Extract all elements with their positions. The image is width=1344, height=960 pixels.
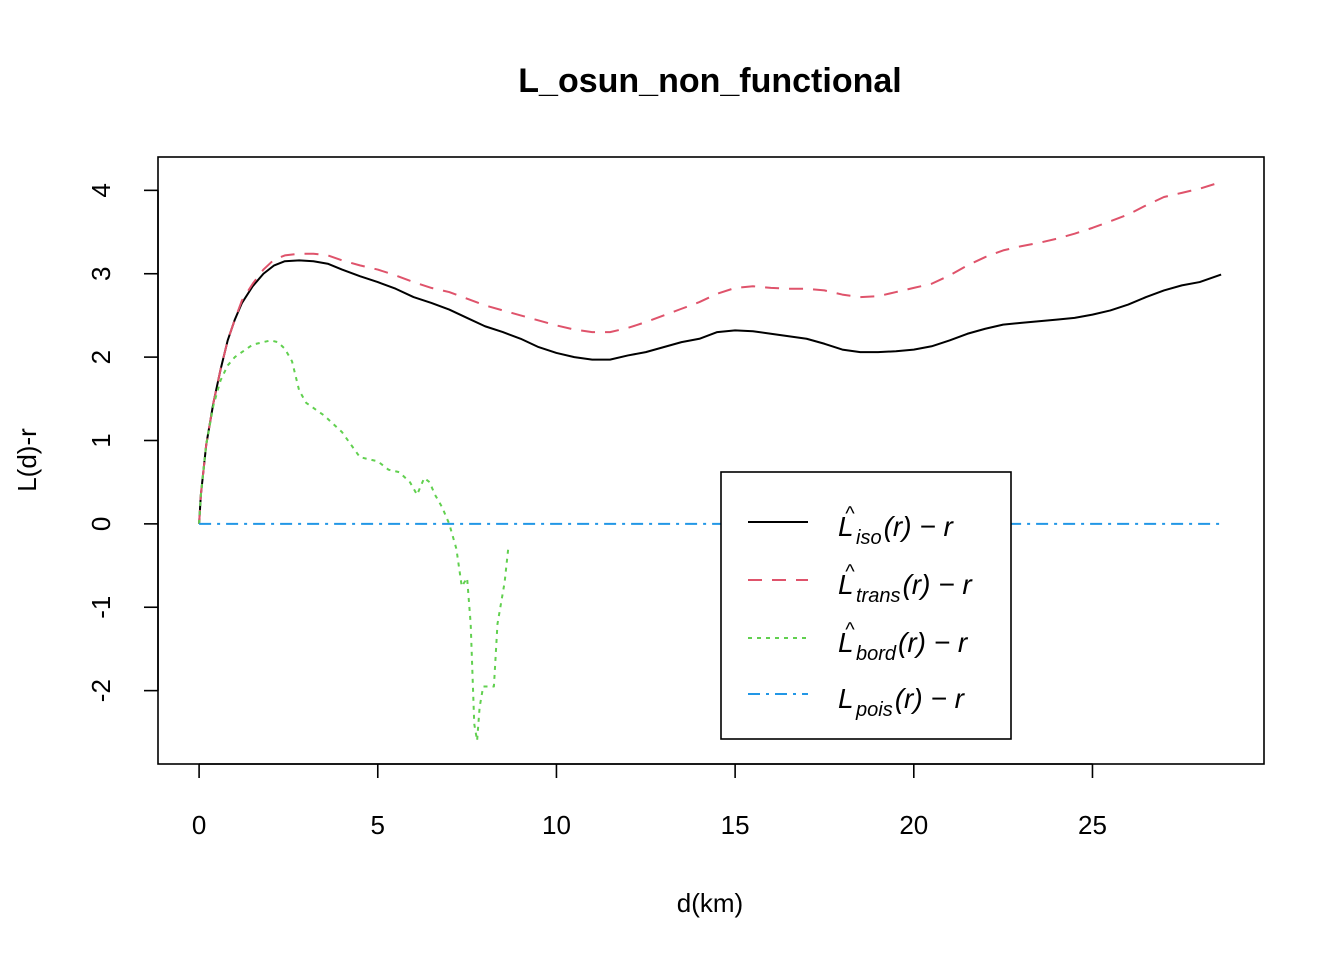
x-axis: 0 5 10 15 20 25 xyxy=(192,763,1107,840)
legend-label-iso: L xyxy=(838,511,854,542)
y-tick-label: 3 xyxy=(86,266,116,280)
x-tick-label: 25 xyxy=(1078,810,1107,840)
legend-suffix-trans: (r) − r xyxy=(902,569,973,600)
legend-sub-iso: iso xyxy=(856,527,882,549)
y-axis: -2 -1 0 1 2 3 4 xyxy=(86,183,159,702)
chart-title: L_osun_non_functional xyxy=(518,62,901,100)
legend-label-trans: L xyxy=(838,569,854,600)
y-tick-label: 2 xyxy=(86,350,116,364)
plot-area-frame xyxy=(157,156,1265,765)
legend-label-pois: L xyxy=(838,683,854,714)
series-layer xyxy=(198,181,1222,742)
legend-hat-iso: ^ xyxy=(845,503,855,525)
x-tick-label: 0 xyxy=(192,810,206,840)
legend-suffix-iso: (r) − r xyxy=(884,511,955,542)
legend-box xyxy=(720,471,1012,740)
series-line-iso xyxy=(198,259,1222,524)
legend: L^iso (r) − rL^trans (r) − rL^bord (r) − rL… xyxy=(720,471,1012,740)
x-tick-label: 15 xyxy=(721,810,750,840)
legend-suffix-pois: (r) − r xyxy=(895,683,966,714)
x-tick-label: 5 xyxy=(371,810,385,840)
y-tick-label: -1 xyxy=(86,596,116,619)
x-tick-label: 10 xyxy=(542,810,571,840)
y-axis-label: L(d)-r xyxy=(12,428,42,492)
x-axis-label: d(km) xyxy=(677,888,743,918)
series-line-trans xyxy=(198,181,1222,524)
legend-label-bord: L xyxy=(838,627,854,658)
series-line-bord xyxy=(198,339,510,742)
legend-hat-trans: ^ xyxy=(845,561,855,583)
legend-sub-bord: bord xyxy=(856,643,897,665)
legend-sub-pois: pois xyxy=(855,699,893,721)
legend-hat-bord: ^ xyxy=(845,619,855,641)
legend-sub-trans: trans xyxy=(856,585,900,607)
x-tick-label: 20 xyxy=(899,810,928,840)
y-tick-label: 4 xyxy=(86,183,116,197)
y-tick-label: 1 xyxy=(86,433,116,447)
legend-suffix-bord: (r) − r xyxy=(898,627,969,658)
y-tick-label: -2 xyxy=(86,679,116,702)
y-tick-label: 0 xyxy=(86,517,116,531)
